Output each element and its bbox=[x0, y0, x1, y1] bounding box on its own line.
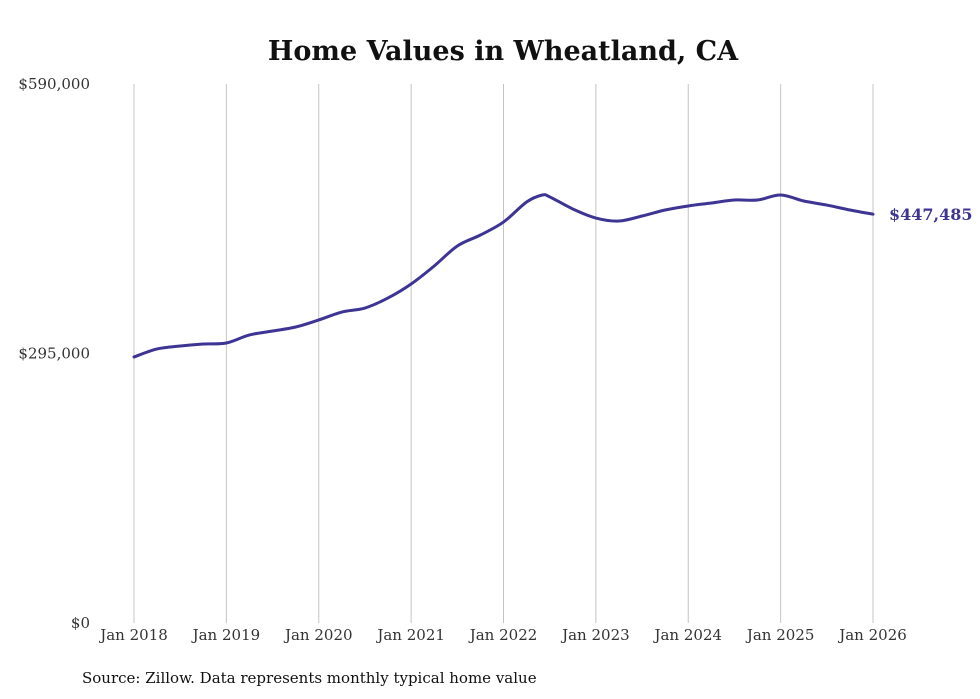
x-tick-label: Jan 2023 bbox=[560, 626, 630, 644]
end-value-label: $447,485 bbox=[889, 205, 973, 224]
y-axis: $0 $295,000 $590,000 bbox=[18, 75, 90, 632]
y-tick-label: $0 bbox=[71, 614, 90, 632]
x-tick-label: Jan 2018 bbox=[98, 626, 168, 644]
x-tick-label: Jan 2021 bbox=[375, 626, 445, 644]
chart-title: Home Values in Wheatland, CA bbox=[268, 36, 739, 67]
x-tick-label: Jan 2026 bbox=[837, 626, 907, 644]
source-note: Source: Zillow. Data represents monthly … bbox=[82, 669, 537, 687]
y-tick-label: $590,000 bbox=[18, 75, 90, 93]
series-line bbox=[132, 193, 875, 359]
gridlines bbox=[133, 84, 874, 623]
x-tick-label: Jan 2020 bbox=[283, 626, 353, 644]
y-tick-label: $295,000 bbox=[18, 345, 90, 363]
x-tick-label: Jan 2025 bbox=[745, 626, 815, 644]
x-tick-label: Jan 2019 bbox=[191, 626, 261, 644]
x-axis: Jan 2018 Jan 2019 Jan 2020 Jan 2021 Jan 2022… bbox=[98, 626, 907, 644]
x-tick-label: Jan 2024 bbox=[652, 626, 722, 644]
x-tick-label: Jan 2022 bbox=[468, 626, 538, 644]
